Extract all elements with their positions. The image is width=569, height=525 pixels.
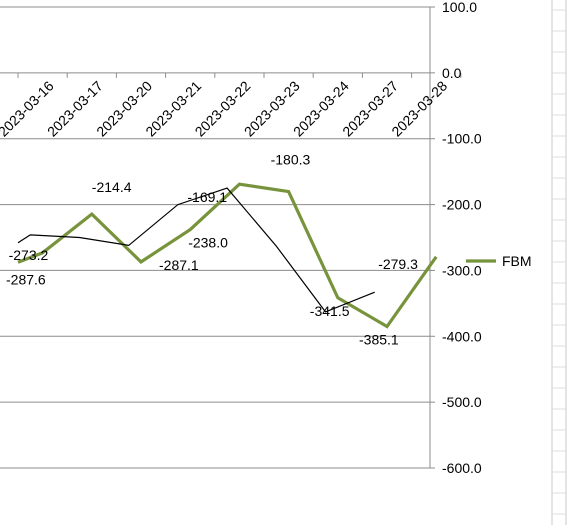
legend: FBM [466,253,532,269]
data-labels: -287.6 -273.2 -214.4 -287.1 -238.0 -169.1 -180… [6,152,418,348]
y-tick-label: 100.0 [442,0,477,15]
series-line-fbm [17,182,438,329]
y-tick-label: -100.0 [442,131,482,147]
data-label: -385.1 [359,331,399,347]
y-tick-label: -500.0 [442,394,482,410]
data-label: -279.3 [378,256,418,272]
series-line-secondary [17,187,375,313]
data-label: -287.6 [6,271,46,287]
data-label: -238.0 [188,235,228,251]
y-tick-label: -200.0 [442,197,482,213]
y-tick-labels: 100.0 0.0 -100.0 -200.0 -300.0 -400.0 -500.0 -6… [442,0,482,476]
y-tick-label: -300.0 [442,262,482,278]
y-tick-label: 0.0 [442,65,462,81]
series-lines [17,182,438,329]
data-label: -214.4 [92,179,132,195]
data-label: -180.3 [271,152,311,168]
data-label: -169.1 [187,189,227,205]
axes [17,0,567,525]
grid-lines [0,6,430,469]
data-label: -273.2 [9,247,49,263]
legend-label: FBM [502,253,532,269]
data-label: -287.1 [159,257,199,273]
x-tick-labels: 2023-03-162023-03-172023-03-202023-03-21… [0,78,450,140]
y-tick-label: -400.0 [442,328,482,344]
data-label: -341.5 [310,303,350,319]
y-tick-label: -600.0 [442,460,482,476]
